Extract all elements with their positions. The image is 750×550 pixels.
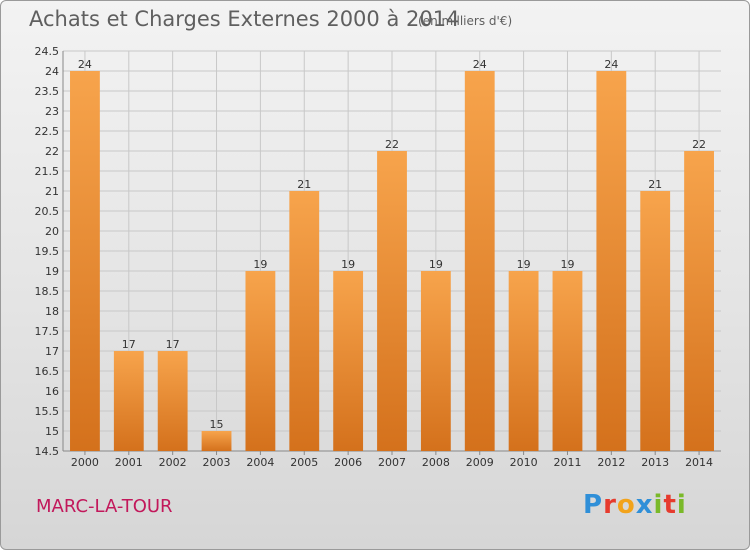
y-tick-label: 21 bbox=[45, 185, 59, 198]
data-label: 19 bbox=[517, 258, 531, 271]
bar bbox=[201, 431, 232, 451]
y-tick-label: 17.5 bbox=[35, 325, 60, 338]
data-label: 17 bbox=[166, 338, 180, 351]
bars bbox=[70, 71, 714, 451]
y-tick-label: 21.5 bbox=[35, 165, 60, 178]
x-tick-label: 2014 bbox=[685, 456, 713, 469]
x-tick-label: 2011 bbox=[553, 456, 581, 469]
y-tick-label: 22 bbox=[45, 145, 59, 158]
x-tick-label: 2000 bbox=[71, 456, 99, 469]
bar bbox=[113, 351, 144, 451]
bar bbox=[640, 191, 671, 451]
y-tick-label: 20.5 bbox=[35, 205, 60, 218]
y-tick-label: 15.5 bbox=[35, 405, 60, 418]
x-tick-label: 2002 bbox=[159, 456, 187, 469]
x-tick-label: 2013 bbox=[641, 456, 669, 469]
bar bbox=[333, 271, 364, 451]
data-label: 21 bbox=[648, 178, 662, 191]
y-tick-label: 23 bbox=[45, 105, 59, 118]
bar bbox=[420, 271, 451, 451]
data-label: 24 bbox=[473, 58, 487, 71]
bar bbox=[464, 71, 495, 451]
y-tick-label: 16 bbox=[45, 385, 59, 398]
y-tick-label: 24 bbox=[45, 65, 59, 78]
y-tick-label: 18.5 bbox=[35, 285, 60, 298]
data-label: 15 bbox=[210, 418, 224, 431]
data-label: 17 bbox=[122, 338, 136, 351]
x-tick-label: 2010 bbox=[510, 456, 538, 469]
bar bbox=[377, 151, 407, 451]
x-tick-label: 2004 bbox=[246, 456, 274, 469]
y-tick-label: 16.5 bbox=[35, 365, 60, 378]
bar bbox=[684, 151, 714, 451]
x-tick-label: 2006 bbox=[334, 456, 362, 469]
x-tick-label: 2003 bbox=[203, 456, 231, 469]
y-tick-label: 19 bbox=[45, 265, 59, 278]
data-label: 21 bbox=[297, 178, 311, 191]
y-tick-label: 15 bbox=[45, 425, 59, 438]
bar bbox=[596, 71, 627, 451]
data-label: 19 bbox=[560, 258, 574, 271]
bar bbox=[552, 271, 583, 451]
x-tick-label: 2007 bbox=[378, 456, 406, 469]
data-label: 24 bbox=[78, 58, 92, 71]
y-tick-label: 24.5 bbox=[35, 45, 60, 58]
bar bbox=[245, 271, 276, 451]
y-tick-label: 23.5 bbox=[35, 85, 60, 98]
bar bbox=[157, 351, 188, 451]
x-tick-label: 2008 bbox=[422, 456, 450, 469]
bar bbox=[70, 71, 100, 451]
chart-subtitle: (en milliers d'€) bbox=[418, 14, 513, 28]
x-tick-label: 2005 bbox=[290, 456, 318, 469]
y-tick-label: 20 bbox=[45, 225, 59, 238]
data-label: 22 bbox=[385, 138, 399, 151]
bar bbox=[289, 191, 320, 451]
data-label: 19 bbox=[429, 258, 443, 271]
data-label: 22 bbox=[692, 138, 706, 151]
labels: 14.5 15 15.5 16 16.5 17 17.5 18 18.5 19 19.5 20 20.5… bbox=[35, 45, 714, 469]
data-label: 24 bbox=[604, 58, 618, 71]
data-label: 19 bbox=[253, 258, 267, 271]
y-tick-label: 17 bbox=[45, 345, 59, 358]
y-tick-label: 14.5 bbox=[35, 445, 60, 458]
y-tick-label: 19.5 bbox=[35, 245, 60, 258]
x-tick-label: 2009 bbox=[466, 456, 494, 469]
city-name: MARC-LA-TOUR bbox=[36, 496, 173, 517]
bar bbox=[508, 271, 539, 451]
x-tick-label: 2012 bbox=[597, 456, 625, 469]
data-label: 19 bbox=[341, 258, 355, 271]
x-tick-label: 2001 bbox=[115, 456, 143, 469]
y-tick-label: 22.5 bbox=[35, 125, 60, 138]
y-tick-label: 18 bbox=[45, 305, 59, 318]
proxiti-logo[interactable]: Proxiti bbox=[583, 490, 687, 520]
chart-title: Achats et Charges Externes 2000 à 2014 bbox=[29, 7, 460, 31]
